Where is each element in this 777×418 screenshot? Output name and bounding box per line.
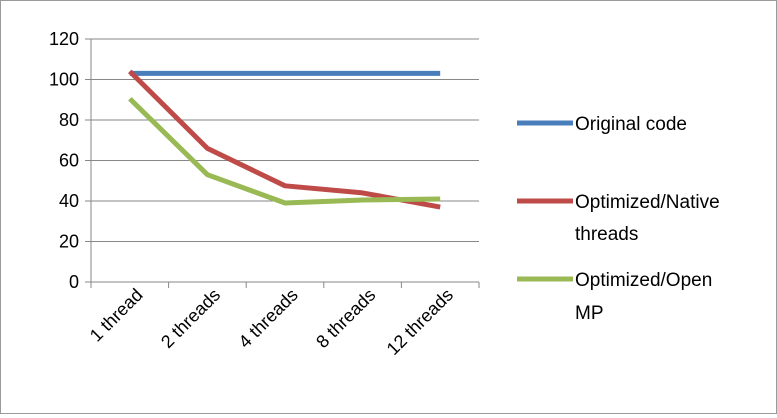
x-tick-label: 1 thread (86, 285, 147, 346)
y-tick-label: 0 (69, 272, 79, 292)
series-lines (128, 69, 441, 210)
y-tick-label: 40 (59, 191, 79, 211)
axes (85, 38, 480, 288)
y-tick-label: 20 (59, 232, 79, 252)
series-line-2 (128, 69, 441, 210)
y-tick-label: 80 (59, 110, 79, 130)
legend-label-1: Original code (575, 114, 687, 135)
x-tick-labels: 1 thread 2 threads 4 threads 8 threads 12 th… (86, 285, 457, 359)
x-tick-label: 4 threads (235, 285, 302, 352)
legend-label-2: Optimized/Native threads (575, 192, 720, 245)
y-tick-label: 120 (49, 29, 79, 49)
y-tick-labels: 0 20 40 60 80 100 120 (49, 29, 79, 292)
y-tick-label: 100 (49, 70, 79, 90)
x-tick-label: 2 threads (157, 285, 224, 352)
x-tick-label: 8 threads (312, 285, 379, 352)
legend-label-3: Optimized/Open MP (575, 270, 712, 324)
grid-lines (91, 38, 479, 242)
x-tick-label: 12 threads (383, 285, 457, 359)
legend: Original code Optimized/Native threads Opti… (517, 114, 720, 324)
y-tick-label: 60 (59, 151, 79, 171)
series-line-3 (128, 96, 441, 206)
